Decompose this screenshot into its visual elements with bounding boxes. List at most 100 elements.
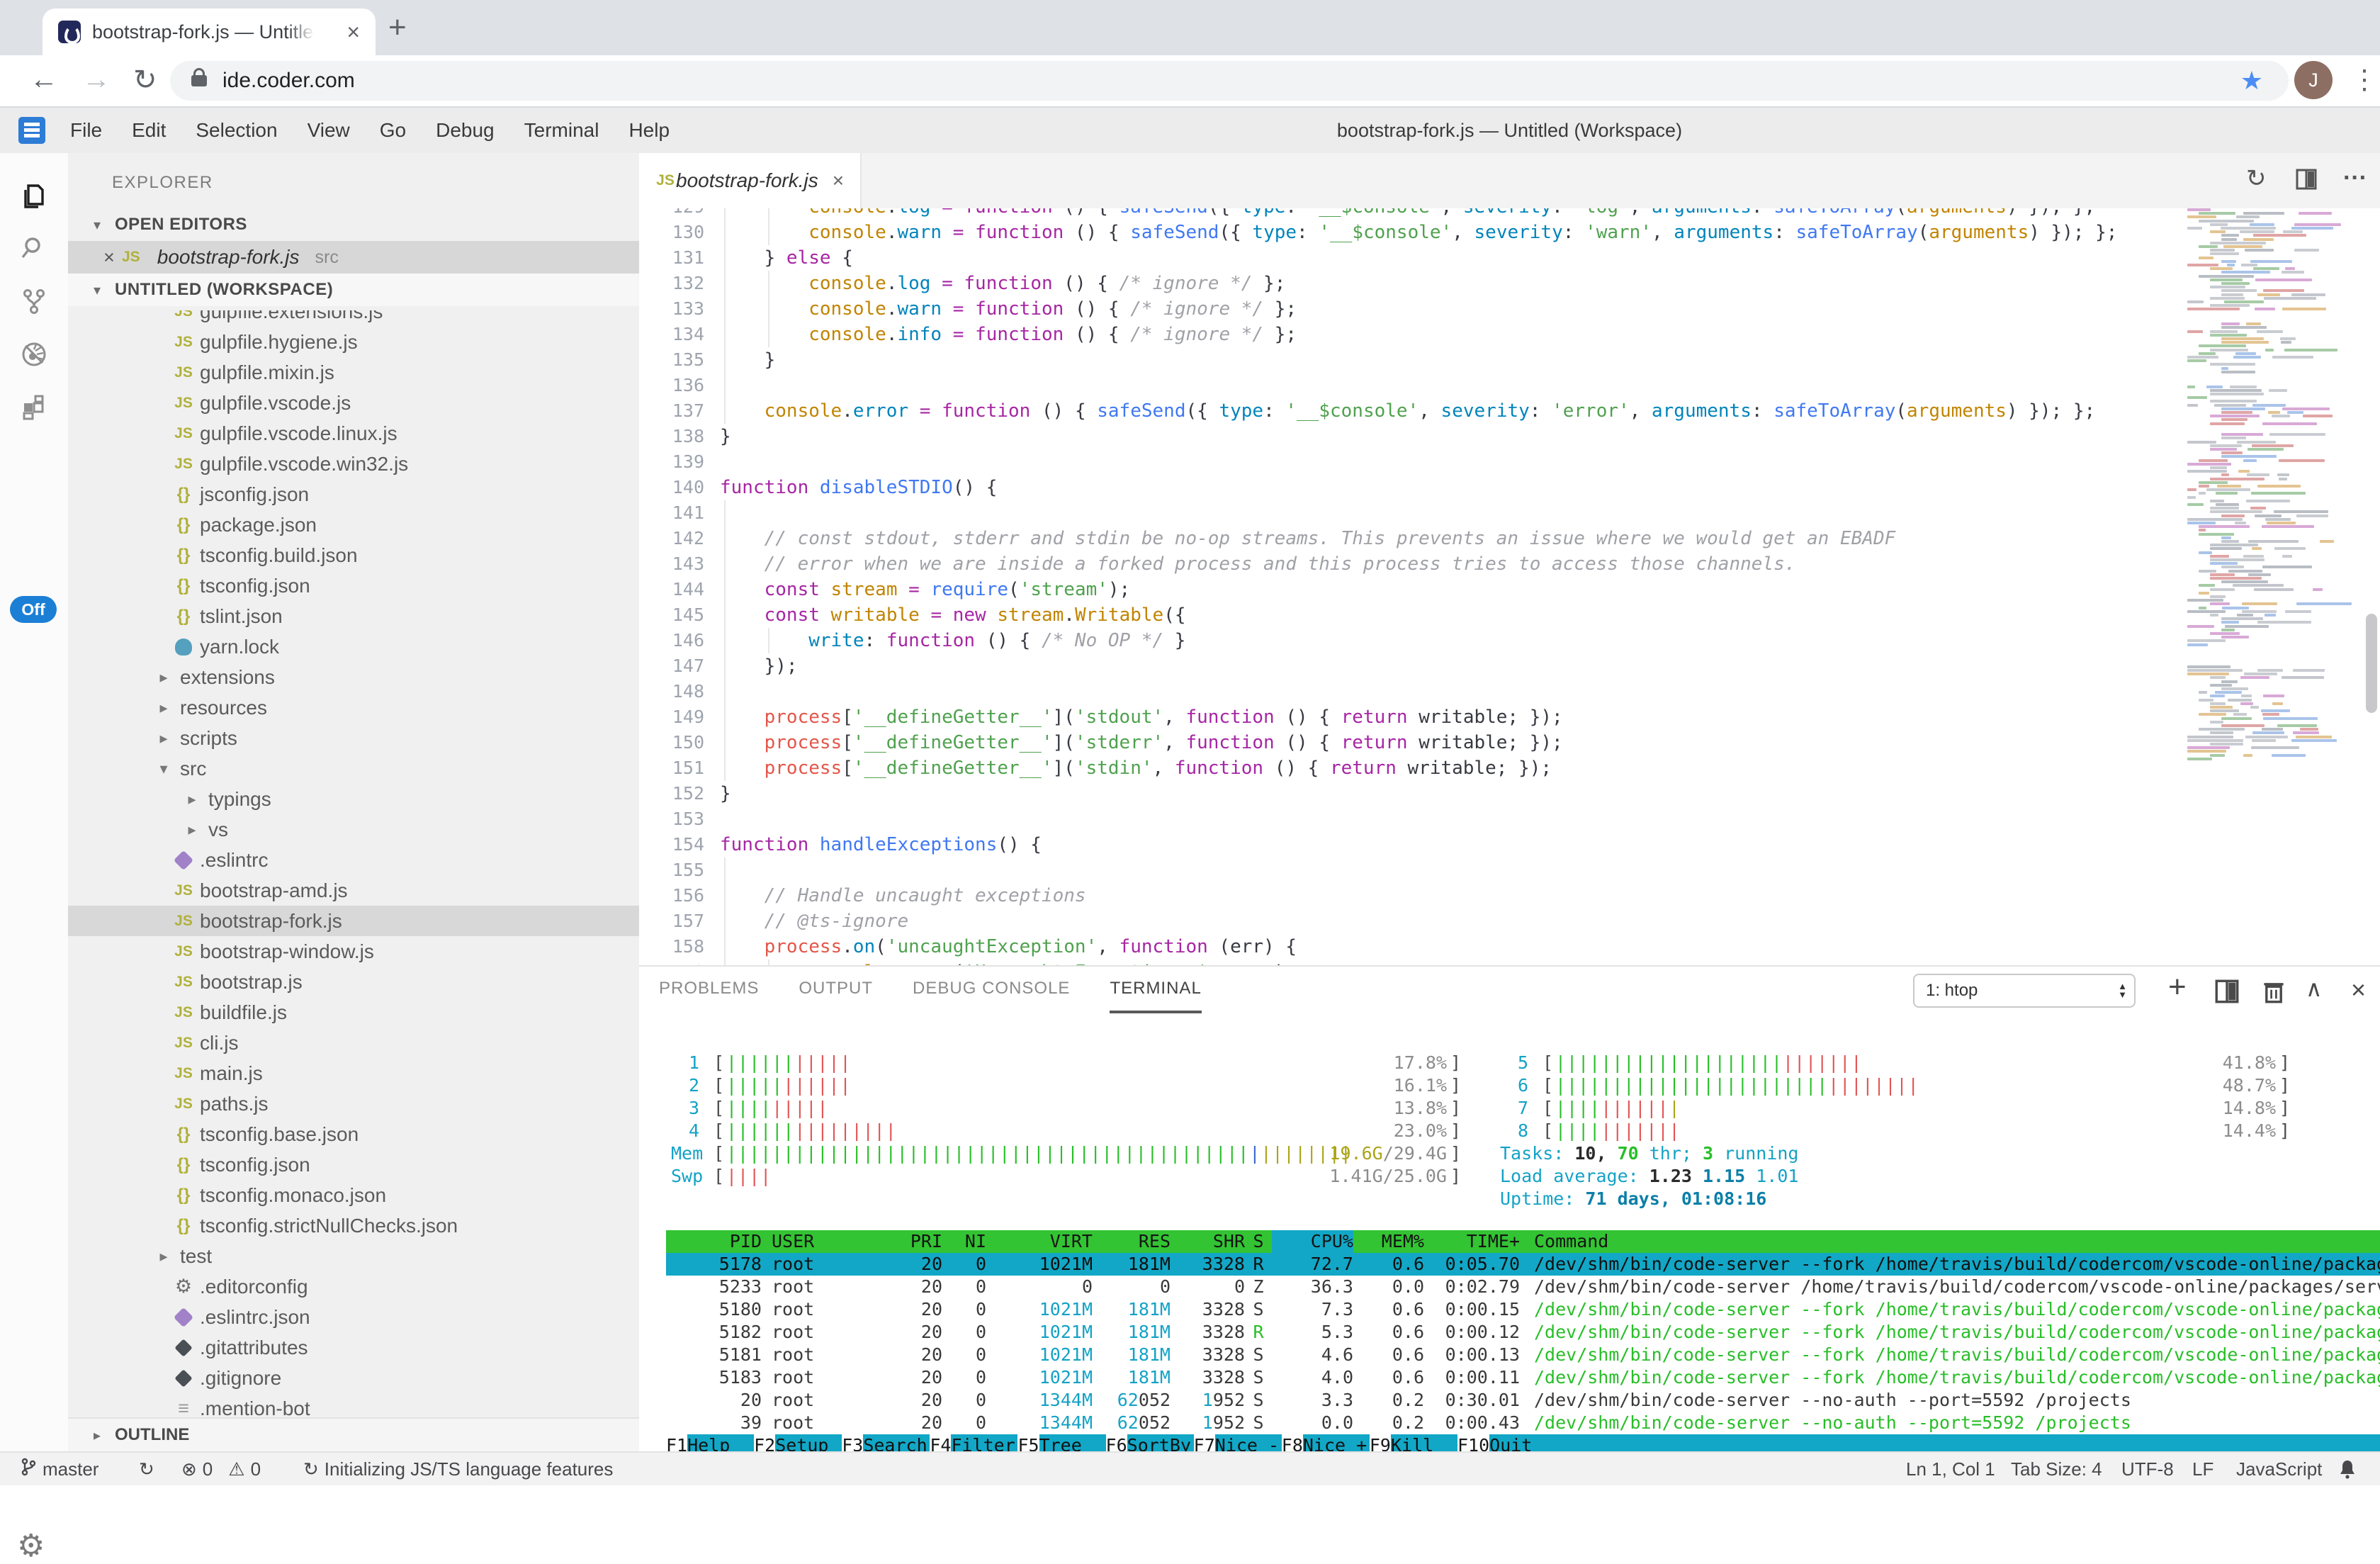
tree-item-bootstrap-fork.js[interactable]: JSbootstrap-fork.js	[68, 906, 639, 936]
bookmark-star-icon[interactable]: ★	[2240, 66, 2263, 96]
process-row[interactable]: 5181root2001021M181M3328S4.60.60:00.13/d…	[666, 1344, 2380, 1366]
tree-item-package.json[interactable]: {}package.json	[68, 510, 639, 540]
more-actions-icon[interactable]: ···	[2343, 164, 2367, 192]
process-row[interactable]: 5183root2001021M181M3328S4.00.60:00.11/d…	[666, 1366, 2380, 1389]
fkey-F6[interactable]: F6	[1106, 1434, 1127, 1451]
eol-item[interactable]: LF	[2192, 1453, 2213, 1485]
tree-item-test[interactable]: ▸test	[68, 1241, 639, 1271]
tree-item-.editorconfig[interactable]: ⚙.editorconfig	[68, 1271, 639, 1302]
col-header-shr[interactable]: SHR	[1171, 1230, 1245, 1253]
process-row[interactable]: 5182root2001021M181M3328R5.30.60:00.12/d…	[666, 1321, 2380, 1344]
col-header-pid[interactable]: PID	[666, 1230, 762, 1253]
menu-file[interactable]: File	[55, 119, 117, 142]
terminal[interactable]: 1[|||||||||||17.8%]2[|||||||||||16.1%]3[…	[639, 1015, 2380, 1451]
fkey-F1[interactable]: F1	[666, 1434, 687, 1451]
cursor-position-item[interactable]: Ln 1, Col 1	[1906, 1453, 1995, 1485]
address-bar[interactable]: ide.coder.com ★	[170, 61, 2289, 101]
tree-item-bootstrap-window.js[interactable]: JSbootstrap-window.js	[68, 936, 639, 967]
panel-tab-problems[interactable]: PROBLEMS	[659, 967, 759, 1013]
search-icon[interactable]	[20, 234, 48, 262]
code-editor[interactable]: 129 console.log = function () { safeSend…	[639, 208, 2380, 965]
extensions-icon[interactable]	[20, 393, 48, 422]
tree-item-gulpfile.vscode.linux.js[interactable]: JSgulpfile.vscode.linux.js	[68, 418, 639, 449]
coder-logo-icon[interactable]	[18, 117, 45, 144]
fkey-F10[interactable]: F10	[1457, 1434, 1489, 1451]
tree-item-bootstrap-amd.js[interactable]: JSbootstrap-amd.js	[68, 875, 639, 906]
tab-close-icon[interactable]: ×	[346, 19, 360, 45]
outline-header[interactable]: ▸ OUTLINE	[68, 1417, 639, 1451]
tree-item-extensions[interactable]: ▸extensions	[68, 662, 639, 692]
tree-item-paths.js[interactable]: JSpaths.js	[68, 1088, 639, 1119]
new-terminal-icon[interactable]: +	[2168, 969, 2187, 1005]
process-row[interactable]: 20root2001344M620521952S3.30.20:30.01/de…	[666, 1389, 2380, 1412]
tree-item-gulpfile.mixin.js[interactable]: JSgulpfile.mixin.js	[68, 357, 639, 388]
open-editor-item[interactable]: × JS bootstrap-fork.js src	[68, 241, 639, 274]
tree-item-.eslintrc[interactable]: .eslintrc	[68, 845, 639, 875]
open-editors-header[interactable]: ▾ OPEN EDITORS	[68, 208, 639, 241]
tree-item-tsconfig.strictNullChecks.json[interactable]: {}tsconfig.strictNullChecks.json	[68, 1210, 639, 1241]
close-icon[interactable]: ×	[103, 247, 115, 269]
fkey-F7[interactable]: F7	[1194, 1434, 1215, 1451]
panel-tab-debug-console[interactable]: DEBUG CONSOLE	[913, 967, 1070, 1013]
tree-item-main.js[interactable]: JSmain.js	[68, 1058, 639, 1088]
tree-item-.gitignore[interactable]: .gitignore	[68, 1363, 639, 1393]
tree-item-jsconfig.json[interactable]: {}jsconfig.json	[68, 479, 639, 510]
tree-item-src[interactable]: ▾src	[68, 753, 639, 784]
tree-item-tsconfig.build.json[interactable]: {}tsconfig.build.json	[68, 540, 639, 570]
minimap[interactable]	[2183, 208, 2360, 789]
terminal-select[interactable]: 1: htop ▲▼	[1913, 974, 2136, 1008]
problems-item[interactable]: ⊗0 ⚠0	[181, 1453, 261, 1485]
explorer-icon[interactable]	[20, 183, 48, 211]
tree-item-resources[interactable]: ▸resources	[68, 692, 639, 723]
col-header-s[interactable]: S	[1245, 1230, 1272, 1253]
col-header-ni[interactable]: NI	[942, 1230, 986, 1253]
menu-debug[interactable]: Debug	[421, 119, 509, 142]
bell-icon[interactable]	[2338, 1453, 2357, 1485]
tree-item-scripts[interactable]: ▸scripts	[68, 723, 639, 753]
col-header-cpu%[interactable]: CPU%	[1272, 1230, 1353, 1253]
col-header-pri[interactable]: PRI	[886, 1230, 942, 1253]
tree-item-gulpfile.extensions.js[interactable]: JSgulpfile.extensions.js	[68, 310, 639, 327]
language-mode-item[interactable]: JavaScript	[2236, 1453, 2322, 1485]
tab-size-item[interactable]: Tab Size: 4	[2011, 1453, 2102, 1485]
process-row[interactable]: 5180root2001021M181M3328S7.30.60:00.15/d…	[666, 1298, 2380, 1321]
menu-go[interactable]: Go	[365, 119, 421, 142]
tree-item-vs[interactable]: ▸vs	[68, 814, 639, 845]
process-row[interactable]: 39root2001344M620521952S0.00.20:00.43/de…	[666, 1412, 2380, 1434]
settings-gear-icon[interactable]: ⚙	[17, 1528, 45, 1564]
source-control-icon[interactable]	[20, 287, 48, 315]
menu-terminal[interactable]: Terminal	[509, 119, 614, 142]
maximize-panel-icon[interactable]: ∧	[2306, 975, 2322, 1002]
tree-item-tslint.json[interactable]: {}tslint.json	[68, 601, 639, 631]
col-header-mem%[interactable]: MEM%	[1353, 1230, 1424, 1253]
tree-item-tsconfig.json[interactable]: {}tsconfig.json	[68, 570, 639, 601]
tree-item-buildfile.js[interactable]: JSbuildfile.js	[68, 997, 639, 1028]
tree-item-yarn.lock[interactable]: yarn.lock	[68, 631, 639, 662]
forward-icon[interactable]: →	[82, 64, 111, 96]
editor-tab-close-icon[interactable]: ×	[833, 169, 844, 192]
tree-item-tsconfig.base.json[interactable]: {}tsconfig.base.json	[68, 1119, 639, 1149]
git-branch-item[interactable]: master	[20, 1453, 98, 1485]
menu-selection[interactable]: Selection	[181, 119, 292, 142]
panel-tab-output[interactable]: OUTPUT	[799, 967, 873, 1013]
tree-item-gulpfile.hygiene.js[interactable]: JSgulpfile.hygiene.js	[68, 327, 639, 357]
col-header-user[interactable]: USER	[762, 1230, 886, 1253]
sync-item[interactable]: ↻	[139, 1453, 160, 1485]
tree-item-gulpfile.vscode.win32.js[interactable]: JSgulpfile.vscode.win32.js	[68, 449, 639, 479]
col-header-res[interactable]: RES	[1093, 1230, 1171, 1253]
split-terminal-icon[interactable]	[2215, 979, 2239, 1010]
tree-item-tsconfig.monaco.json[interactable]: {}tsconfig.monaco.json	[68, 1180, 639, 1210]
language-status-item[interactable]: ↻ Initializing JS/TS language features	[303, 1453, 613, 1485]
fkey-F4[interactable]: F4	[930, 1434, 951, 1451]
col-header-time+[interactable]: TIME+	[1424, 1230, 1520, 1253]
fkey-F2[interactable]: F2	[754, 1434, 775, 1451]
back-icon[interactable]: ←	[30, 64, 58, 96]
tree-item-tsconfig.json[interactable]: {}tsconfig.json	[68, 1149, 639, 1180]
url-text[interactable]: ide.coder.com	[222, 69, 355, 93]
browser-menu-icon[interactable]: ⋮	[2351, 64, 2378, 96]
col-header-command[interactable]: Command	[1520, 1230, 2380, 1253]
fkey-F5[interactable]: F5	[1017, 1434, 1039, 1451]
workspace-header[interactable]: ▾ UNTITLED (WORKSPACE)	[68, 274, 639, 306]
tree-item-typings[interactable]: ▸typings	[68, 784, 639, 814]
tree-item-.mention-bot[interactable]: ≡.mention-bot	[68, 1393, 639, 1419]
